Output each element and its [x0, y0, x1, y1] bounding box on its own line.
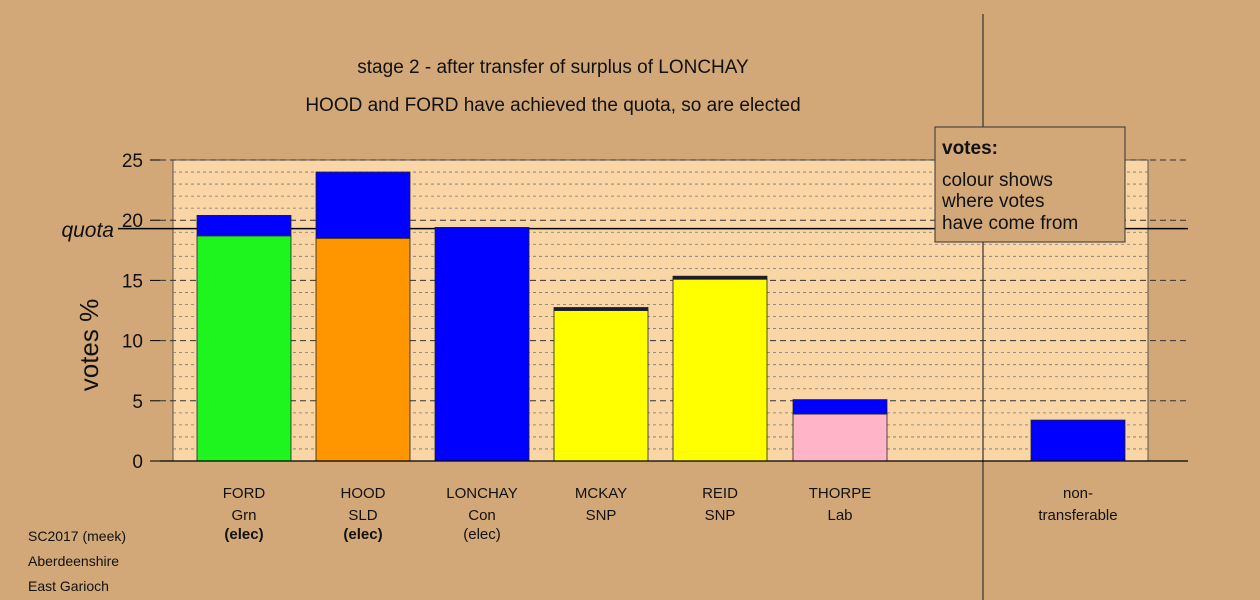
- non-transferable-label: transferable: [1038, 507, 1117, 524]
- legend-line: where votes: [941, 191, 1044, 212]
- bar-mckay-segment-transfer_from_snp: [553, 307, 649, 311]
- bar-non-transferable-segment-con: [1030, 419, 1126, 462]
- y-tick-label: 5: [132, 392, 143, 413]
- bar-reid-segment-transfer_from_snp: [672, 275, 768, 280]
- legend-box: [934, 126, 1126, 243]
- candidate-name: THORPE: [809, 485, 872, 502]
- bar-hood-segment-sld: [315, 237, 411, 462]
- y-tick-label: 0: [132, 452, 143, 473]
- candidate-party: Grn: [231, 507, 256, 524]
- y-tick-label: 20: [122, 211, 143, 232]
- chart-title-line1: stage 2 - after transfer of surplus of L…: [357, 57, 749, 78]
- quota-label: quota: [61, 219, 114, 242]
- candidate-name: LONCHAY: [446, 485, 517, 502]
- candidate-name: FORD: [223, 485, 266, 502]
- candidate-status: (elec): [224, 526, 263, 543]
- bar-ford-segment-grn: [196, 235, 292, 462]
- candidate-status: (elec): [463, 526, 501, 543]
- non-transferable-label: non-: [1063, 485, 1093, 502]
- candidate-status: (elec): [343, 526, 382, 543]
- candidate-party: Con: [468, 507, 496, 524]
- bar-thorpe-segment-con: [792, 399, 888, 415]
- legend-line: colour shows: [942, 170, 1053, 191]
- y-tick-label: 15: [122, 271, 143, 292]
- bar-mckay-segment-snp: [553, 310, 649, 462]
- footer-line: SC2017 (meek): [28, 528, 126, 544]
- bar-thorpe-segment-lab: [792, 413, 888, 462]
- legend-line: have come from: [942, 213, 1078, 234]
- footer-line: East Garioch: [28, 578, 109, 594]
- candidate-name: REID: [702, 485, 738, 502]
- candidate-name: HOOD: [341, 485, 386, 502]
- candidate-party: SNP: [705, 507, 736, 524]
- y-tick-label: 10: [122, 332, 143, 353]
- legend: votes: colour shows where votes have com…: [934, 126, 1126, 243]
- footer-line: Aberdeenshire: [28, 553, 119, 569]
- candidate-party: SLD: [348, 507, 377, 524]
- chart-title-line2: HOOD and FORD have achieved the quota, s…: [305, 95, 800, 116]
- y-axis-label: votes %: [74, 299, 104, 392]
- y-tick-label: 25: [122, 151, 143, 172]
- candidate-party: SNP: [586, 507, 617, 524]
- bar-hood-segment-con: [315, 171, 411, 239]
- legend-heading: votes:: [942, 138, 998, 159]
- candidate-name: MCKAY: [575, 485, 627, 502]
- bar-ford-segment-con: [196, 214, 292, 237]
- bar-reid-segment-snp: [672, 278, 768, 462]
- candidate-party: Lab: [827, 507, 852, 524]
- bar-lonchay-segment-con: [434, 227, 530, 462]
